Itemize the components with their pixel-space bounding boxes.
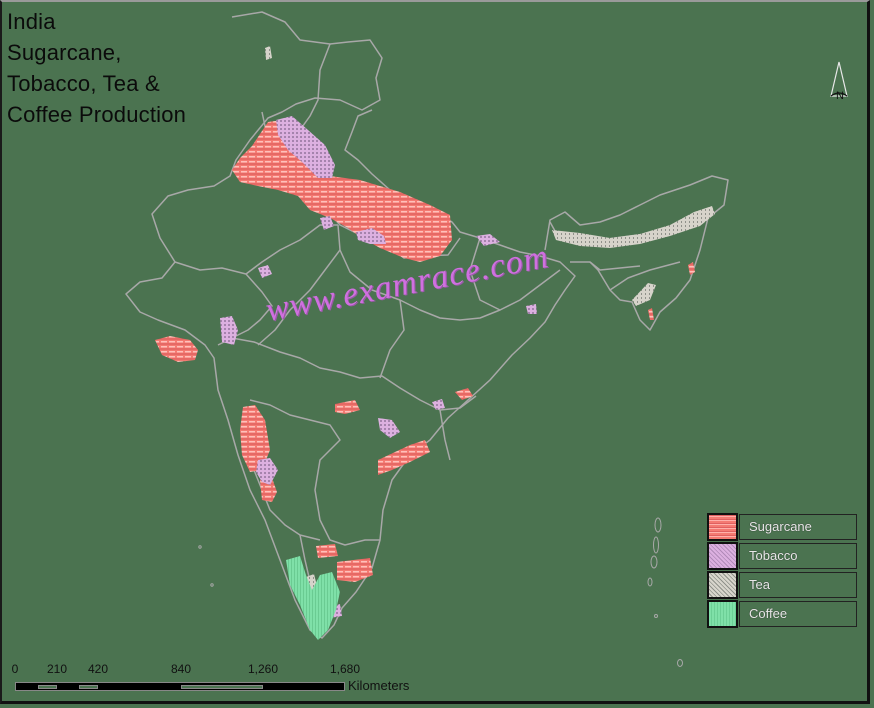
title-line: Tobacco, Tea & bbox=[7, 71, 160, 96]
legend-item-coffee: Coffee bbox=[707, 600, 859, 628]
legend-label-box bbox=[739, 572, 857, 598]
legend-label: Tea bbox=[749, 577, 770, 592]
scale-tick: 840 bbox=[170, 662, 192, 676]
country-outline bbox=[125, 11, 729, 639]
north-arrow-icon bbox=[830, 61, 848, 97]
scale-segment bbox=[181, 685, 263, 689]
islands bbox=[198, 517, 683, 667]
scale-tick: 0 bbox=[11, 662, 19, 676]
title-line: Coffee Production bbox=[7, 102, 187, 127]
legend: Sugarcane Tobacco Tea Coffee bbox=[707, 513, 859, 629]
scale-segment bbox=[38, 685, 57, 689]
scale-bar-labels: 0 210 420 840 1,260 1,680 bbox=[0, 662, 440, 676]
legend-label: Tobacco bbox=[749, 548, 798, 563]
scale-bar bbox=[15, 682, 345, 691]
title-line: Sugarcane, bbox=[7, 40, 122, 65]
scale-segment bbox=[79, 685, 98, 689]
north-label: N bbox=[836, 90, 844, 102]
scale-tick: 1,260 bbox=[247, 662, 279, 676]
tobacco-swatch-icon bbox=[707, 542, 738, 570]
scale-tick: 1,680 bbox=[329, 662, 361, 676]
legend-label-box bbox=[739, 601, 857, 627]
coffee-swatch-icon bbox=[707, 600, 738, 628]
scale-tick: 210 bbox=[46, 662, 68, 676]
scale-unit-label: Kilometers bbox=[348, 678, 410, 693]
tea-swatch-icon bbox=[707, 571, 738, 599]
legend-label-box bbox=[739, 543, 857, 569]
sugarcane-swatch-icon bbox=[707, 513, 738, 541]
tobacco-regions bbox=[220, 116, 537, 618]
legend-label: Coffee bbox=[749, 606, 788, 621]
scale-tick: 420 bbox=[87, 662, 109, 676]
map-title: India Sugarcane, Tobacco, Tea & Coffee P… bbox=[7, 6, 186, 130]
sugarcane-regions bbox=[155, 120, 695, 582]
legend-item-tea: Tea bbox=[707, 571, 859, 599]
legend-label-box bbox=[739, 514, 857, 540]
title-line: India bbox=[7, 9, 56, 34]
legend-item-tobacco: Tobacco bbox=[707, 542, 859, 570]
coffee-regions bbox=[286, 556, 340, 640]
legend-label: Sugarcane bbox=[749, 519, 812, 534]
tea-regions bbox=[265, 46, 715, 594]
legend-item-sugarcane: Sugarcane bbox=[707, 513, 859, 541]
